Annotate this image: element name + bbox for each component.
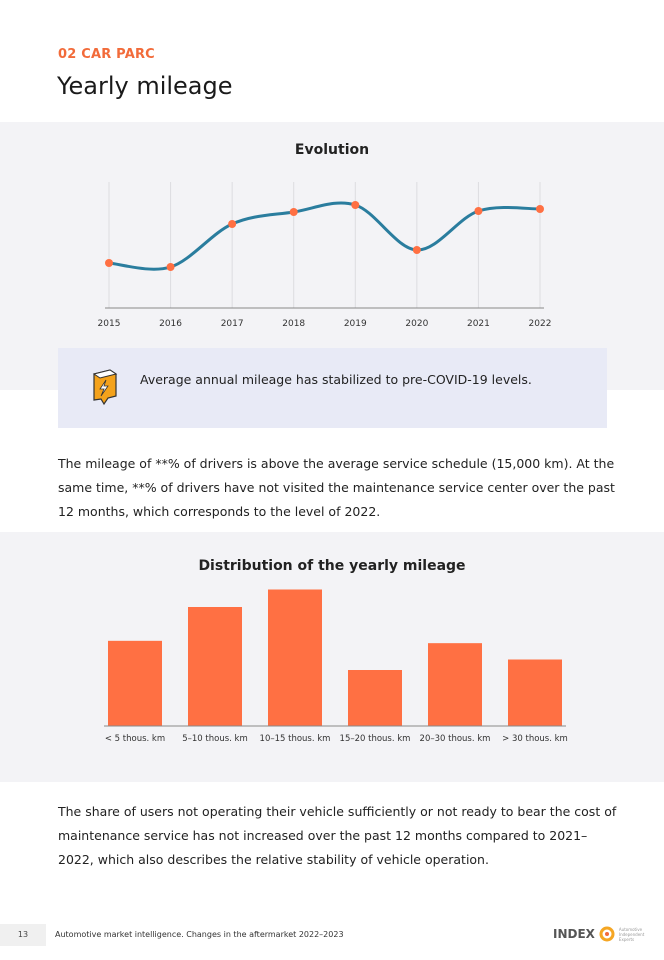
x-tick-label: 15–20 thous. km bbox=[340, 734, 411, 744]
bar bbox=[428, 643, 482, 726]
callout-box: Average annual mileage has stabilized to… bbox=[58, 348, 607, 428]
x-tick-label: > 30 thous. km bbox=[502, 734, 568, 744]
distribution-chart-section: Distribution of the yearly mileage < 5 t… bbox=[0, 532, 664, 782]
distribution-bar-chart: < 5 thous. km 5–10 thous. km 10–15 thous. … bbox=[104, 589, 568, 744]
logo-word: INDEX bbox=[553, 927, 595, 941]
x-tick-label: 2022 bbox=[529, 319, 552, 329]
lightning-chat-icon bbox=[92, 369, 118, 406]
data-point bbox=[536, 205, 544, 213]
x-tick-label: 2016 bbox=[159, 319, 182, 329]
evolution-line-chart: 2015 2016 2017 2018 2019 2020 2021 2022 bbox=[98, 182, 552, 329]
x-tick-label: 2017 bbox=[221, 319, 244, 329]
logo-tagline: Automotive Independent Experts bbox=[618, 926, 645, 942]
series-line bbox=[108, 201, 541, 271]
x-tick-label: < 5 thous. km bbox=[105, 734, 165, 744]
data-point bbox=[228, 220, 237, 228]
page-title: Yearly mileage bbox=[57, 72, 233, 100]
data-point bbox=[289, 208, 298, 216]
data-point bbox=[166, 263, 175, 271]
bar bbox=[188, 607, 242, 726]
data-point bbox=[474, 207, 483, 215]
x-tick-label: 2020 bbox=[405, 319, 428, 329]
line-chart-title: Evolution bbox=[294, 142, 370, 158]
bar bbox=[108, 640, 162, 726]
paragraph-drivers-mileage: The mileage of **% of drivers is above t… bbox=[58, 456, 615, 519]
x-tick-label: 20–30 thous. km bbox=[420, 734, 491, 744]
data-point bbox=[351, 201, 360, 209]
paragraph-stability: The share of users not operating their v… bbox=[58, 804, 617, 867]
x-tick-label: 5–10 thous. km bbox=[182, 734, 248, 744]
x-tick-label: 2019 bbox=[344, 319, 367, 329]
bar bbox=[508, 659, 562, 726]
x-tick-label: 2021 bbox=[467, 319, 490, 329]
page-number: 13 bbox=[0, 924, 46, 946]
x-tick-label: 10–15 thous. km bbox=[260, 734, 331, 744]
footer-text: Automotive market intelligence. Changes … bbox=[55, 930, 344, 939]
index-logo: INDEX Automotive Independent Experts bbox=[553, 926, 649, 942]
bar bbox=[348, 670, 402, 726]
x-tick-label: 2018 bbox=[282, 319, 305, 329]
x-tick-label: 2015 bbox=[98, 319, 121, 329]
data-point bbox=[105, 259, 113, 267]
bar bbox=[268, 589, 322, 726]
evolution-chart-section: Evolution 2015 2016 2017 2018 2019 2020 2021 20… bbox=[0, 122, 664, 390]
section-label: 02 CAR PARC bbox=[58, 47, 155, 62]
bar-chart-title: Distribution of the yearly mileage bbox=[198, 558, 466, 574]
data-point bbox=[412, 246, 421, 254]
callout-text: Average annual mileage has stabilized to… bbox=[140, 372, 532, 387]
logo-mark-icon bbox=[599, 926, 615, 942]
